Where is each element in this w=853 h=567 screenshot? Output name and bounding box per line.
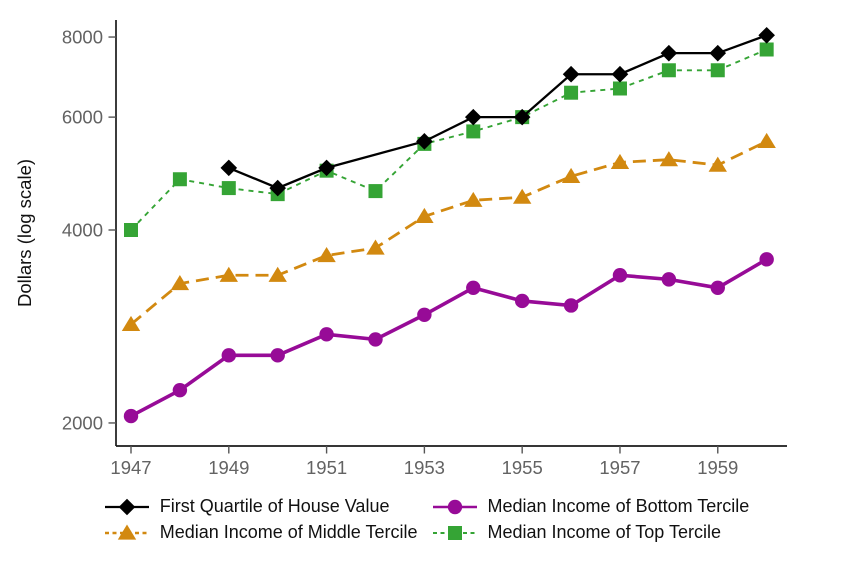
plot-area: 2000 4000 6000 8000 1947 1949 1951 1953 1955 1957… [14,20,787,478]
legend: First Quartile of House Value Median Inco… [104,496,750,543]
series-median-income-of-middle-tercile [121,132,776,331]
data-point-marker [447,525,462,540]
data-point-marker [170,275,190,291]
data-point-marker [562,65,580,83]
data-point-marker [118,498,136,515]
data-point-marker [221,348,236,363]
series-line [130,257,768,418]
data-point-marker [466,124,481,139]
legend-circle-icon [432,499,477,514]
data-point-marker [611,65,629,83]
data-point-marker [561,167,581,183]
legend-label: Median Income of Top Tercile [487,522,721,542]
data-point-marker [757,132,776,148]
data-point-marker [220,159,238,177]
data-point-marker [464,108,482,126]
legend-item: Median Income of Bottom Tercile [432,496,750,517]
y-tick-label: 2000 [62,412,103,433]
data-point-marker [319,327,334,342]
data-point-marker [124,223,138,237]
y-tick-label: 8000 [62,27,103,48]
legend-item: Median Income of Top Tercile [432,522,750,543]
legend-item: Median Income of Middle Tercile [104,522,418,543]
legend-item: First Quartile of House Value [104,496,418,517]
y-axis-title: Dollars (log scale) [14,159,35,307]
data-point-marker [464,191,483,207]
data-point-marker [758,27,775,44]
data-point-marker [269,179,286,197]
data-point-marker [466,280,481,296]
x-tick-label: 1953 [404,457,445,478]
x-tick-label: 1959 [697,457,738,478]
data-point-marker [368,332,383,347]
data-point-marker [219,266,238,282]
data-point-marker [610,153,630,169]
chart-layers: 2000 4000 6000 8000 1947 1949 1951 1953 1955 1957… [62,20,787,478]
legend-diamond-icon [104,498,149,515]
data-point-marker [368,184,383,199]
data-point-marker [659,151,679,167]
data-point-marker [317,246,336,263]
data-point-marker [710,280,725,296]
data-point-marker [564,85,579,100]
x-tick-label: 1949 [208,457,249,478]
data-point-marker [661,63,676,78]
data-point-marker [612,268,628,283]
data-point-marker [563,298,579,313]
data-point-marker [172,172,187,187]
data-point-marker [221,181,236,196]
data-point-marker [660,44,678,62]
data-point-marker [612,81,627,96]
legend-label: First Quartile of House Value [159,496,390,516]
y-tick-label: 6000 [62,107,103,128]
data-point-marker [513,108,531,126]
data-point-marker [366,239,385,255]
data-point-marker [759,42,774,57]
data-point-marker [759,252,774,267]
data-point-marker [268,266,287,282]
data-point-marker [121,315,141,331]
legend-label: Median Income of Middle Tercile [159,522,418,542]
data-point-marker [318,159,335,177]
series-line [228,34,768,190]
x-tick-label: 1951 [306,457,347,478]
data-point-marker [512,188,532,204]
x-tick-label: 1957 [599,457,640,478]
legend-square-icon [432,525,477,540]
series-median-income-of-bottom-tercile [123,252,774,424]
data-point-marker [710,63,725,78]
data-point-marker [270,348,285,363]
data-point-marker [117,524,136,540]
series-first-quartile-of-house-value [220,27,775,197]
data-point-marker [447,499,462,514]
x-tick-label: 1947 [110,457,151,478]
series-line [130,48,768,231]
x-tick-label: 1955 [502,457,543,478]
data-point-marker [123,408,139,424]
legend-label: Median Income of Bottom Tercile [487,496,750,516]
y-tick-label: 4000 [62,220,103,241]
data-point-marker [514,293,530,309]
data-point-marker [661,272,677,287]
data-point-marker [172,382,188,398]
data-point-marker [415,207,434,224]
data-point-marker [708,156,727,172]
legend-triangle-icon [104,524,149,540]
data-point-marker [416,133,433,150]
series-line [130,140,768,326]
data-point-marker [417,307,432,322]
data-point-marker [709,44,727,62]
